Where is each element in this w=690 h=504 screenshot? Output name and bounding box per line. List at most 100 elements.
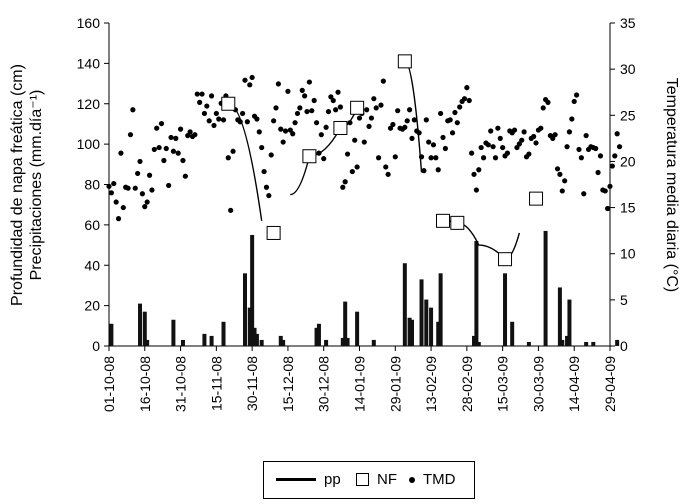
pp-bar xyxy=(345,337,350,346)
tmd-points xyxy=(106,74,623,222)
legend-item-nf: NF xyxy=(356,471,397,488)
pp-bar xyxy=(109,323,114,346)
tmd-point xyxy=(418,154,425,160)
tmd-point xyxy=(454,120,460,126)
tmd-point xyxy=(168,134,174,141)
tmd-point xyxy=(247,82,253,88)
pp-bar xyxy=(503,273,508,346)
tmd-point xyxy=(156,144,162,151)
tmd-point xyxy=(163,145,169,152)
tmd-point xyxy=(173,135,179,141)
tmd-point xyxy=(127,132,134,138)
pp-bar xyxy=(343,301,348,346)
nf-marker xyxy=(266,225,281,240)
tmd-point xyxy=(125,185,131,191)
tmd-point xyxy=(473,187,479,193)
legend-item-tmd: TMD xyxy=(409,471,456,488)
tmd-point xyxy=(612,153,618,159)
right-axis-ticks: 0 5 10 15 20 25 30 35 xyxy=(610,15,636,354)
tmd-point xyxy=(480,155,487,161)
tmd-point xyxy=(426,139,432,145)
pp-bar xyxy=(429,307,434,346)
tmd-point xyxy=(299,87,305,93)
tmd-point xyxy=(583,132,589,139)
tmd-point xyxy=(318,132,324,138)
tmd-point xyxy=(385,171,391,177)
pp-bar xyxy=(438,273,443,346)
tmd-point xyxy=(304,108,310,115)
tmd-point xyxy=(390,121,396,128)
tmd-point xyxy=(170,148,177,154)
tmd-point xyxy=(361,139,367,145)
tmd-point xyxy=(328,94,334,100)
legend-label-nf: NF xyxy=(377,471,397,488)
left-tick-label: 60 xyxy=(84,217,100,233)
tmd-point xyxy=(411,117,417,123)
tmd-point xyxy=(550,135,556,141)
tmd-point xyxy=(282,128,289,134)
tmd-point xyxy=(578,155,584,161)
legend-label-tmd: TMD xyxy=(423,471,456,488)
pp-bar xyxy=(242,273,247,346)
tmd-point xyxy=(151,146,157,153)
tmd-point xyxy=(428,155,434,161)
pp-bar xyxy=(221,321,226,346)
tmd-point xyxy=(161,157,167,164)
tmd-point xyxy=(144,199,150,205)
pp-bar xyxy=(252,327,257,346)
plot-frame xyxy=(108,23,611,347)
tmd-point xyxy=(259,144,265,151)
x-tick-label: 16-10-08 xyxy=(137,356,153,412)
tmd-point xyxy=(430,142,437,148)
tmd-point xyxy=(142,204,148,210)
pp-bar xyxy=(145,339,150,346)
pp-bar xyxy=(371,339,376,346)
pp-bar xyxy=(424,299,429,346)
tmd-point xyxy=(261,168,267,175)
tmd-point xyxy=(593,145,599,152)
tmd-point xyxy=(476,167,482,173)
tmd-point xyxy=(526,151,532,157)
tmd-point xyxy=(263,184,270,190)
tmd-point xyxy=(435,167,441,173)
tmd-point xyxy=(614,131,620,137)
tmd-point xyxy=(201,110,208,117)
tmd-point xyxy=(609,163,615,169)
tmd-point xyxy=(194,91,200,97)
pp-bar xyxy=(526,341,531,346)
tmd-point xyxy=(287,127,293,133)
tmd-point xyxy=(290,131,296,137)
tmd-point xyxy=(597,153,604,159)
x-tick-label: 29-04-09 xyxy=(602,356,618,412)
tmd-point xyxy=(220,117,227,123)
tmd-point xyxy=(540,105,546,111)
x-tick-label: 30-03-09 xyxy=(530,356,546,412)
tmd-point xyxy=(375,155,382,161)
pp-bar xyxy=(209,335,214,346)
pp-bar xyxy=(138,303,143,346)
pp-bar xyxy=(278,335,283,346)
tmd-point xyxy=(562,178,568,184)
tmd-point xyxy=(569,116,575,122)
tmd-point xyxy=(175,150,181,156)
nf-marker xyxy=(450,215,465,230)
pp-bar xyxy=(436,321,441,346)
tmd-point xyxy=(323,124,329,130)
tmd-point xyxy=(199,91,205,97)
pp-bar xyxy=(419,279,424,346)
pp-bar xyxy=(259,339,264,346)
tmd-point xyxy=(139,191,145,197)
tmd-point xyxy=(285,88,291,94)
tmd-point xyxy=(464,85,470,91)
tmd-point xyxy=(182,173,188,179)
tmd-point xyxy=(402,124,408,130)
tmd-point xyxy=(461,96,468,102)
tmd-point xyxy=(514,144,520,151)
tmd-point xyxy=(271,118,277,124)
legend: pp NF TMD xyxy=(263,461,475,499)
nf-marker xyxy=(350,100,365,115)
right-tick-label: 20 xyxy=(620,153,636,169)
tmd-point xyxy=(557,171,563,177)
tmd-point xyxy=(407,107,413,113)
tmd-point xyxy=(166,182,172,189)
